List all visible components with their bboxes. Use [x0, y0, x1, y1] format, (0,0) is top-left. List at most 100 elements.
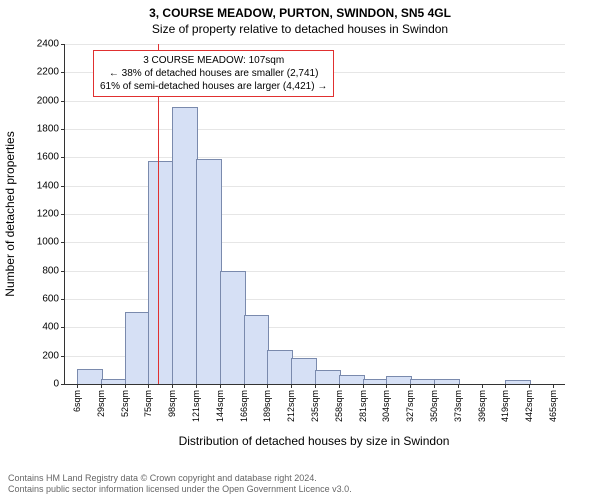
ytick-label: 600: [42, 294, 59, 305]
annotation-line-3: 61% of semi-detached houses are larger (…: [100, 80, 327, 93]
xtick-mark: [244, 384, 245, 388]
histogram-bar: [101, 379, 127, 384]
xtick-label: 281sqm: [358, 390, 368, 422]
y-axis-label: Number of detached properties: [3, 131, 17, 296]
ytick-mark: [61, 72, 65, 73]
chart-title-main: 3, COURSE MEADOW, PURTON, SWINDON, SN5 4…: [0, 0, 600, 20]
ytick-label: 0: [53, 379, 59, 390]
xtick-label: 189sqm: [262, 390, 272, 422]
ytick-label: 400: [42, 322, 59, 333]
xtick-label: 396sqm: [477, 390, 487, 422]
xtick-mark: [410, 384, 411, 388]
histogram-bar: [196, 159, 222, 384]
x-axis-label: Distribution of detached houses by size …: [179, 434, 450, 448]
histogram-bar: [434, 379, 460, 384]
chart-title-sub: Size of property relative to detached ho…: [0, 20, 600, 36]
histogram-bar: [386, 376, 412, 384]
histogram-bar: [267, 350, 293, 384]
xtick-mark: [267, 384, 268, 388]
ytick-mark: [61, 356, 65, 357]
xtick-label: 442sqm: [524, 390, 534, 422]
xtick-mark: [125, 384, 126, 388]
histogram-bar: [244, 315, 270, 384]
ytick-mark: [61, 157, 65, 158]
xtick-label: 98sqm: [167, 390, 177, 417]
histogram-bar: [339, 375, 365, 385]
histogram-bar: [505, 380, 531, 384]
ytick-label: 200: [42, 350, 59, 361]
xtick-label: 144sqm: [215, 390, 225, 422]
ytick-label: 2400: [37, 39, 59, 50]
ytick-label: 1600: [37, 152, 59, 163]
ytick-label: 1000: [37, 237, 59, 248]
chart-container: 3, COURSE MEADOW, PURTON, SWINDON, SN5 4…: [0, 0, 600, 500]
gridline: [65, 186, 565, 187]
copyright-block: Contains HM Land Registry data © Crown c…: [8, 473, 352, 496]
xtick-mark: [482, 384, 483, 388]
xtick-label: 6sqm: [72, 390, 82, 412]
gridline: [65, 214, 565, 215]
xtick-label: 166sqm: [239, 390, 249, 422]
histogram-bar: [77, 369, 103, 384]
xtick-mark: [196, 384, 197, 388]
histogram-bar: [125, 312, 151, 384]
ytick-mark: [61, 299, 65, 300]
ytick-label: 1400: [37, 180, 59, 191]
gridline: [65, 271, 565, 272]
ytick-mark: [61, 242, 65, 243]
annotation-box: 3 COURSE MEADOW: 107sqm ← 38% of detache…: [93, 50, 334, 97]
xtick-mark: [458, 384, 459, 388]
xtick-mark: [148, 384, 149, 388]
ytick-mark: [61, 186, 65, 187]
xtick-label: 235sqm: [310, 390, 320, 422]
ytick-label: 1200: [37, 209, 59, 220]
xtick-mark: [434, 384, 435, 388]
xtick-label: 465sqm: [548, 390, 558, 422]
ytick-label: 800: [42, 265, 59, 276]
xtick-label: 29sqm: [96, 390, 106, 417]
ytick-mark: [61, 384, 65, 385]
xtick-label: 121sqm: [191, 390, 201, 422]
gridline: [65, 101, 565, 102]
xtick-mark: [315, 384, 316, 388]
xtick-label: 75sqm: [143, 390, 153, 417]
xtick-label: 419sqm: [500, 390, 510, 422]
copyright-line-1: Contains HM Land Registry data © Crown c…: [8, 473, 352, 485]
gridline: [65, 157, 565, 158]
histogram-bar: [363, 379, 389, 384]
xtick-label: 52sqm: [120, 390, 130, 417]
xtick-label: 327sqm: [405, 390, 415, 422]
ytick-label: 1800: [37, 124, 59, 135]
gridline: [65, 242, 565, 243]
xtick-label: 373sqm: [453, 390, 463, 422]
histogram-bar: [315, 370, 341, 384]
xtick-mark: [339, 384, 340, 388]
xtick-mark: [386, 384, 387, 388]
histogram-bar: [410, 379, 436, 384]
histogram-bar: [291, 358, 317, 385]
xtick-label: 258sqm: [334, 390, 344, 422]
copyright-line-2: Contains public sector information licen…: [8, 484, 352, 496]
xtick-mark: [529, 384, 530, 388]
xtick-mark: [291, 384, 292, 388]
ytick-mark: [61, 271, 65, 272]
xtick-mark: [553, 384, 554, 388]
histogram-bar: [220, 271, 246, 384]
gridline: [65, 129, 565, 130]
plot-area: 0200400600800100012001400160018002000220…: [64, 44, 565, 385]
xtick-mark: [172, 384, 173, 388]
ytick-mark: [61, 327, 65, 328]
ytick-mark: [61, 214, 65, 215]
gridline: [65, 299, 565, 300]
gridline: [65, 44, 565, 45]
xtick-mark: [505, 384, 506, 388]
ytick-mark: [61, 129, 65, 130]
ytick-label: 2000: [37, 95, 59, 106]
xtick-label: 212sqm: [286, 390, 296, 422]
annotation-line-1: 3 COURSE MEADOW: 107sqm: [100, 54, 327, 67]
annotation-line-2: ← 38% of detached houses are smaller (2,…: [100, 67, 327, 80]
xtick-mark: [220, 384, 221, 388]
xtick-mark: [77, 384, 78, 388]
xtick-mark: [363, 384, 364, 388]
histogram-bar: [148, 161, 174, 384]
